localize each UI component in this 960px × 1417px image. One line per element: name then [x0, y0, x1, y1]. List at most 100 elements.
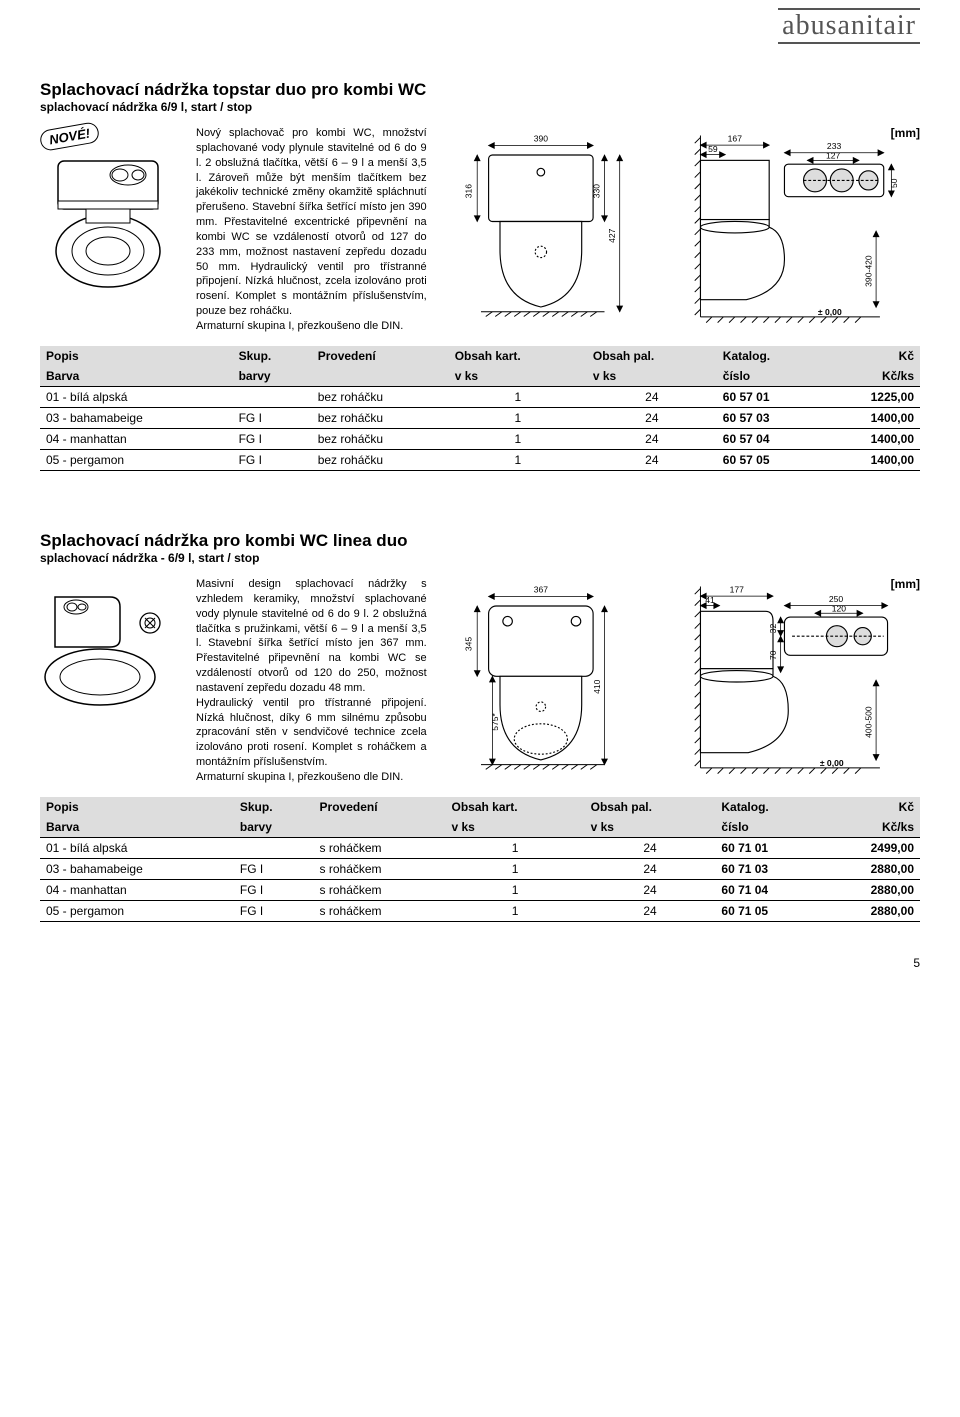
cell-cena: 1400,00 [822, 429, 920, 450]
cell-kart: 1 [446, 880, 585, 901]
th-katalog: Katalog. [715, 797, 821, 817]
th-opal: Obsah pal. [585, 797, 716, 817]
th-vks1: v ks [446, 817, 585, 838]
th-vks1: v ks [449, 366, 587, 387]
cell-kat: 60 57 04 [717, 429, 822, 450]
svg-text:167: 167 [728, 133, 743, 143]
cell-prov: bez roháčku [312, 387, 449, 408]
cell-kat: 60 71 04 [715, 880, 821, 901]
cell-kat: 60 71 03 [715, 859, 821, 880]
th-blank1 [314, 817, 446, 838]
th-okart: Obsah kart. [449, 346, 587, 366]
cell-pal: 24 [587, 408, 717, 429]
th-katalog: Katalog. [717, 346, 822, 366]
cell-barva: 05 - pergamon [40, 450, 233, 471]
table-row: 01 - bílá alpskás roháčkem12460 71 01249… [40, 838, 920, 859]
th-blank1 [312, 366, 449, 387]
cell-pal: 24 [585, 859, 716, 880]
cell-cena: 2499,00 [821, 838, 920, 859]
brand-logo: abusanitair [778, 8, 920, 44]
cell-skup [233, 387, 312, 408]
cell-pal: 24 [587, 429, 717, 450]
th-skup: Skup. [233, 346, 312, 366]
svg-text:233: 233 [827, 141, 842, 151]
cell-prov: bez roháčku [312, 450, 449, 471]
th-barva: Barva [40, 366, 233, 387]
table-row: 03 - bahamabeigeFG Ibez roháčku12460 57 … [40, 408, 920, 429]
svg-text:367: 367 [533, 585, 548, 595]
cell-barva: 01 - bílá alpská [40, 838, 234, 859]
cell-kat: 60 57 05 [717, 450, 822, 471]
section1-subtitle: splachovací nádržka 6/9 l, start / stop [40, 100, 920, 114]
table-row: 04 - manhattanFG Is roháčkem12460 71 042… [40, 880, 920, 901]
section1-description: Nový splachovač pro kombi WC, množství s… [196, 126, 427, 336]
svg-text:59: 59 [708, 144, 718, 154]
cell-skup: FG I [234, 880, 314, 901]
th-barvy: barvy [234, 817, 314, 838]
cell-cena: 2880,00 [821, 859, 920, 880]
svg-text:120: 120 [832, 603, 847, 613]
cell-skup: FG I [233, 450, 312, 471]
section1-title: Splachovací nádržka topstar duo pro komb… [40, 80, 920, 100]
cell-skup: FG I [234, 859, 314, 880]
cell-cena: 2880,00 [821, 901, 920, 922]
svg-text:41: 41 [706, 595, 716, 605]
cell-prov: bez roháčku [312, 429, 449, 450]
cell-kat: 60 57 01 [717, 387, 822, 408]
cell-prov: s roháčkem [314, 901, 446, 922]
cell-skup: FG I [233, 429, 312, 450]
cell-pal: 24 [585, 838, 716, 859]
svg-text:316: 316 [463, 184, 473, 199]
cell-prov: s roháčkem [314, 859, 446, 880]
page-number: 5 [913, 956, 920, 970]
svg-text:± 0,00: ± 0,00 [818, 307, 842, 317]
section1-row: NOVÉ! Nový splachovač pro kombi WC, množ… [40, 126, 920, 336]
cell-kart: 1 [446, 859, 585, 880]
section2-row: Masivní design splachovací nádržky s vzh… [40, 577, 920, 787]
cell-cena: 2880,00 [821, 880, 920, 901]
th-vks2: v ks [585, 817, 716, 838]
cell-pal: 24 [585, 880, 716, 901]
svg-text:330: 330 [591, 184, 601, 199]
th-okart: Obsah kart. [446, 797, 585, 817]
section1-front-diagram: 390 316 330 427 [443, 126, 674, 336]
th-kc: Kč [821, 797, 920, 817]
table-row: 03 - bahamabeigeFG Is roháčkem12460 71 0… [40, 859, 920, 880]
th-popis: Popis [40, 797, 234, 817]
cell-kart: 1 [449, 408, 587, 429]
svg-text:390-420: 390-420 [864, 255, 874, 287]
cell-pal: 24 [587, 450, 717, 471]
cell-cena: 1400,00 [822, 408, 920, 429]
cell-cena: 1400,00 [822, 450, 920, 471]
cell-barva: 05 - pergamon [40, 901, 234, 922]
section2-description: Masivní design splachovací nádržky s vzh… [196, 577, 427, 787]
cell-barva: 04 - manhattan [40, 429, 233, 450]
cell-kart: 1 [449, 450, 587, 471]
section2-side-diagram: [mm] [689, 577, 920, 787]
unit-label: [mm] [891, 126, 920, 140]
svg-text:427: 427 [607, 228, 617, 243]
cell-kat: 60 71 01 [715, 838, 821, 859]
th-barva: Barva [40, 817, 234, 838]
th-proved: Provedení [314, 797, 446, 817]
new-badge: NOVÉ! [39, 121, 101, 152]
cell-pal: 24 [585, 901, 716, 922]
th-vks2: v ks [587, 366, 717, 387]
table2-body: 01 - bílá alpskás roháčkem12460 71 01249… [40, 838, 920, 922]
cell-skup [234, 838, 314, 859]
table-row: 05 - pergamonFG Is roháčkem12460 71 0528… [40, 901, 920, 922]
section1-side-diagram: [mm] [689, 126, 920, 336]
cell-kart: 1 [446, 838, 585, 859]
cell-barva: 03 - bahamabeige [40, 859, 234, 880]
section2-table: Popis Skup. Provedení Obsah kart. Obsah … [40, 797, 920, 922]
svg-text:390: 390 [533, 134, 548, 144]
svg-text:32: 32 [768, 624, 778, 634]
cell-kat: 60 71 05 [715, 901, 821, 922]
svg-text:410: 410 [591, 679, 601, 694]
svg-text:575*: 575* [490, 712, 500, 730]
th-opal: Obsah pal. [587, 346, 717, 366]
cell-kart: 1 [449, 387, 587, 408]
svg-text:70: 70 [768, 650, 778, 660]
th-proved: Provedení [312, 346, 449, 366]
th-cislo: číslo [717, 366, 822, 387]
